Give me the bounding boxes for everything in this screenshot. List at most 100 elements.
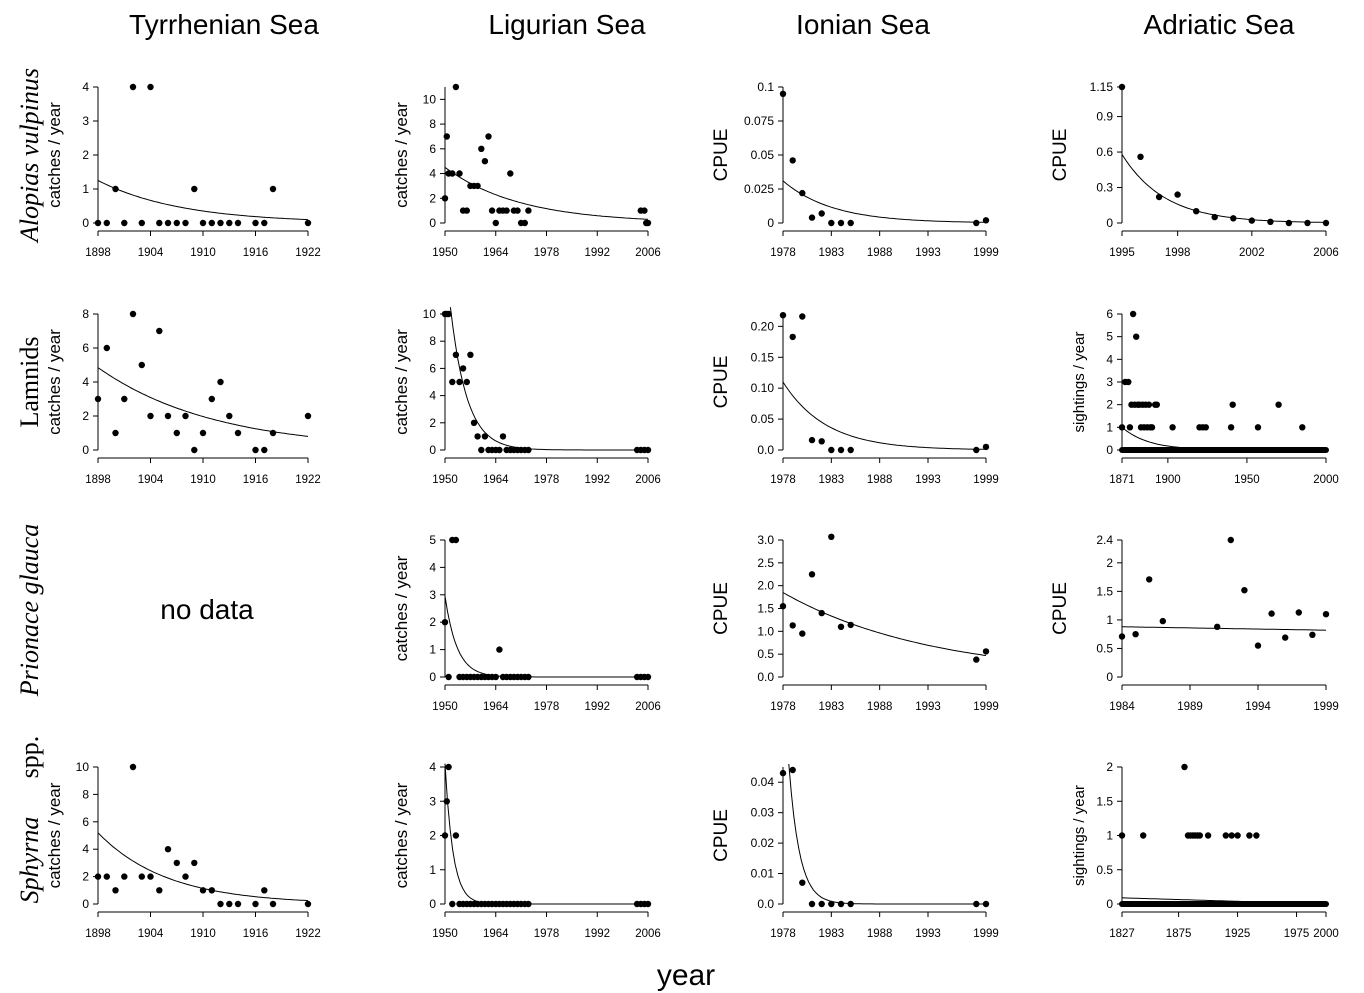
data-point — [1246, 832, 1253, 839]
column-header-adriatic: Adriatic Sea — [1144, 9, 1295, 40]
y-tick-label: 0.03 — [751, 806, 775, 820]
data-point — [1118, 424, 1126, 431]
data-point — [217, 219, 224, 227]
data-point — [641, 207, 648, 214]
data-point — [779, 312, 787, 319]
x-tick-label: 1993 — [915, 701, 941, 713]
y-axis-title: catches / year — [392, 555, 411, 661]
data-point — [173, 429, 180, 437]
data-point — [973, 656, 980, 663]
data-point — [445, 763, 452, 771]
chart-panel: 0.0 0.01 0.02 0.03 0.04 1978 1983 1988 1993 1999 C… — [711, 763, 999, 940]
data-point — [644, 219, 652, 227]
data-point — [452, 83, 460, 91]
x-tick-label: 1983 — [819, 928, 845, 940]
data-point — [208, 395, 215, 403]
data-point — [1304, 219, 1311, 227]
x-tick-label: 1998 — [1165, 247, 1191, 259]
y-axis-title: catches / year — [392, 329, 411, 435]
data-point — [808, 571, 816, 578]
data-point — [1193, 208, 1200, 215]
row-header-alopias: Alopias vulpinus — [15, 68, 44, 244]
data-point — [1145, 401, 1153, 408]
data-point — [492, 673, 499, 681]
data-point — [503, 207, 510, 214]
x-tick-label: 1950 — [432, 247, 458, 259]
data-point — [182, 873, 189, 880]
y-tick-label: 0.075 — [744, 114, 774, 128]
x-tick-label: 1999 — [973, 247, 999, 259]
x-tick-label: 2000 — [1313, 474, 1339, 486]
x-tick-label: 1950 — [432, 474, 458, 486]
x-tick-label: 1900 — [1155, 474, 1181, 486]
data-point — [525, 207, 532, 214]
data-point — [1254, 424, 1262, 431]
chart-panel: 0 0.5 1 1.5 2 1827 1875 1925 1975 2000 sightings /… — [1071, 760, 1339, 940]
data-point — [1153, 401, 1161, 408]
x-tick-label: 1916 — [243, 474, 269, 486]
y-tick-label: 8 — [429, 334, 436, 348]
data-point — [173, 859, 180, 867]
x-tick-label: 1964 — [483, 701, 509, 713]
data-point — [808, 214, 816, 221]
x-tick-label: 1875 — [1166, 928, 1192, 940]
data-point — [799, 879, 806, 886]
x-tick-label: 1978 — [534, 701, 560, 713]
data-point — [456, 378, 463, 386]
data-point — [828, 900, 835, 908]
chart-panel: 0 2 4 6 8 10 1950 1964 1978 1992 2006 catches / yea… — [392, 83, 661, 259]
y-tick-label: 1 — [1106, 829, 1113, 843]
y-tick-label: 0.0 — [757, 897, 774, 911]
data-point — [789, 157, 796, 164]
data-point — [261, 446, 268, 454]
data-point — [507, 170, 514, 177]
x-tick-label: 1922 — [295, 474, 321, 486]
y-tick-label: 0 — [1106, 216, 1113, 230]
data-point — [234, 429, 242, 437]
x-tick-label: 2002 — [1239, 247, 1265, 259]
data-point — [147, 83, 154, 91]
x-tick-label: 1983 — [819, 701, 845, 713]
y-tick-label: 0.05 — [751, 412, 775, 426]
y-axis-title: CPUE — [711, 356, 732, 409]
data-point — [147, 412, 154, 420]
y-tick-label: 0.10 — [751, 381, 775, 395]
x-tick-label: 2006 — [1313, 247, 1339, 259]
row-header-sphyrna-suffix: spp. — [15, 736, 44, 779]
y-tick-label: 3.0 — [757, 533, 774, 547]
row-headers: Alopias vulpinus Lamnids Prionace glauca… — [15, 68, 44, 903]
data-point — [441, 619, 449, 626]
trend-line — [788, 763, 986, 905]
data-point — [1253, 832, 1260, 839]
data-point — [1229, 401, 1236, 408]
data-point — [304, 219, 312, 227]
x-tick-label: 1992 — [584, 247, 610, 259]
y-tick-label: 2 — [429, 829, 436, 843]
y-tick-label: 10 — [423, 307, 437, 321]
data-point — [485, 133, 492, 140]
data-point — [452, 536, 460, 544]
data-point — [496, 446, 503, 454]
data-point — [982, 443, 990, 451]
y-tick-label: 0.5 — [1096, 863, 1113, 877]
data-point — [1248, 217, 1256, 224]
data-point — [452, 351, 460, 358]
y-tick-label: 0.15 — [751, 350, 775, 364]
data-point — [982, 900, 990, 908]
data-point — [478, 446, 485, 454]
chart-panel: 0 2 4 6 8 10 1898 1904 1910 1916 1922 catches / yea… — [45, 760, 321, 940]
x-tick-label: 1978 — [770, 247, 796, 259]
data-point — [1129, 310, 1137, 318]
data-point — [799, 630, 806, 637]
data-point — [252, 219, 259, 227]
data-point — [644, 673, 652, 681]
y-tick-label: 0 — [429, 670, 436, 684]
column-headers: Tyrrhenian Sea Ligurian Sea Ionian Sea A… — [129, 9, 1295, 40]
column-header-ionian: Ionian Sea — [796, 9, 930, 40]
y-tick-label: 1.5 — [757, 602, 774, 616]
data-point — [199, 887, 207, 894]
data-point — [837, 446, 845, 454]
trend-line — [1121, 897, 1327, 905]
data-point — [443, 798, 450, 805]
